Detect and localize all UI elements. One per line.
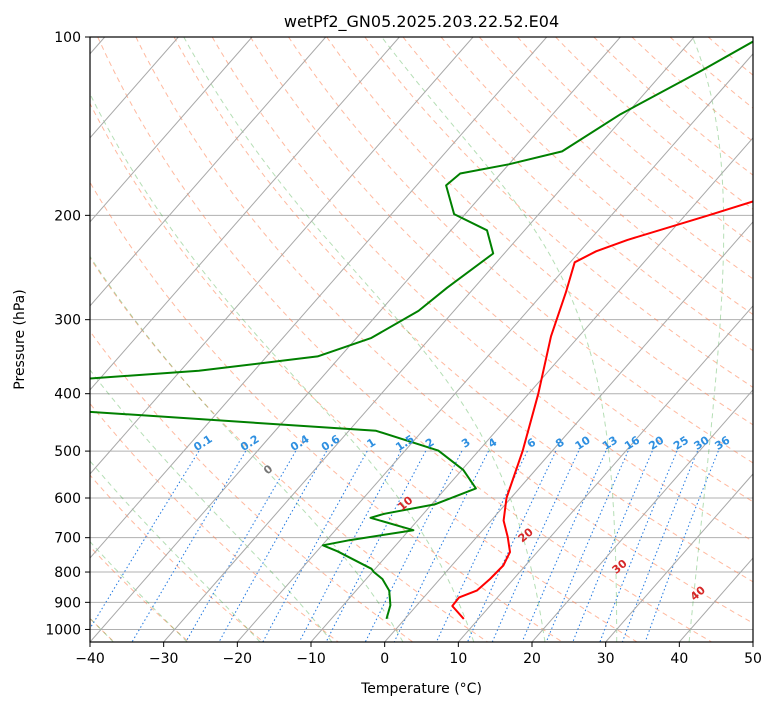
y-axis-ticks: 100 200 300 400 500 600 700 800 900 1000 xyxy=(45,30,90,638)
mixing-ratio-line xyxy=(262,450,368,642)
dry-adiabat-line xyxy=(90,102,638,642)
x-tick-label: 10 xyxy=(449,651,467,667)
x-tick-label: −30 xyxy=(149,651,179,667)
x-tick-label: 30 xyxy=(597,651,615,667)
y-tick-label: 700 xyxy=(54,531,81,547)
mixing-ratio-line xyxy=(185,450,297,642)
mixing-ratio-line xyxy=(90,450,200,630)
moist-adiabat-line xyxy=(90,369,333,642)
dry-adiabats xyxy=(90,37,753,642)
y-tick-label: 1000 xyxy=(45,622,81,638)
x-axis-label: Temperature (°C) xyxy=(360,681,482,697)
moist-adiabat-line xyxy=(381,37,618,642)
isotherms xyxy=(90,37,753,642)
x-tick-label: −10 xyxy=(296,651,326,667)
y-tick-label: 400 xyxy=(54,387,81,403)
y-tick-label: 600 xyxy=(54,491,81,507)
isotherm-line xyxy=(90,37,474,475)
dry-adiabat-line xyxy=(555,37,753,210)
isotherm-line xyxy=(531,389,753,642)
y-tick-label: 500 xyxy=(54,444,81,460)
dry-adiabat-line xyxy=(440,37,753,316)
isotherm-line xyxy=(163,37,695,642)
pressure-gridlines xyxy=(90,37,753,630)
moist-adiabat-line xyxy=(90,460,261,642)
dewpoint-profile-line xyxy=(90,40,753,620)
dry-adiabat-line xyxy=(249,37,753,503)
mixing-ratio-line xyxy=(218,450,328,642)
dry-adiabat-line xyxy=(90,474,264,642)
dry-adiabat-line xyxy=(90,256,488,642)
dry-adiabat-line xyxy=(631,37,753,143)
chart-title: wetPf2_GN05.2025.203.22.52.E04 xyxy=(284,12,559,32)
isotherm-line xyxy=(384,221,753,642)
isotherm-line xyxy=(90,37,253,223)
isotherm-line xyxy=(310,137,753,642)
y-tick-label: 300 xyxy=(54,313,81,329)
dry-adiabat-line xyxy=(517,37,753,245)
x-tick-label: 50 xyxy=(744,651,762,667)
mixing-ratio-line xyxy=(521,450,607,642)
x-axis-ticks: −40 −30 −20 −10 0 10 20 30 40 50 xyxy=(75,642,762,667)
temperature-profile-line xyxy=(451,200,753,620)
mixing-ratio-line xyxy=(572,450,653,642)
isotherm-line xyxy=(90,37,548,559)
mixing-ratio-line xyxy=(491,450,580,642)
dry-adiabat-line xyxy=(326,37,753,426)
y-tick-label: 200 xyxy=(54,208,81,224)
mixing-ratio-line xyxy=(435,450,528,642)
isotherm-line xyxy=(605,473,753,642)
isotherm-line xyxy=(90,37,621,642)
y-axis-label: Pressure (hPa) xyxy=(12,289,28,389)
isotherm-line xyxy=(90,37,400,391)
x-tick-label: 0 xyxy=(380,651,389,667)
isotherm-line xyxy=(457,305,753,642)
plot-frame xyxy=(89,36,754,643)
x-tick-label: −20 xyxy=(223,651,253,667)
dry-adiabat-line xyxy=(97,37,712,642)
dry-adiabat-line xyxy=(135,37,753,624)
y-tick-label: 100 xyxy=(54,30,81,46)
dry-adiabat-line xyxy=(173,37,753,583)
dry-adiabat-line xyxy=(90,181,563,642)
mixing-ratio-line xyxy=(325,450,427,642)
isotherm-line xyxy=(236,53,753,642)
x-tick-label: −40 xyxy=(75,651,105,667)
dry-adiabat-line xyxy=(402,37,753,352)
profile-lines xyxy=(90,40,753,620)
mixing-ratio-line xyxy=(131,450,247,642)
isotherm-line xyxy=(90,37,327,307)
dry-adiabat-line xyxy=(288,37,753,464)
moist-adiabat-line xyxy=(90,255,404,642)
y-tick-label: 800 xyxy=(54,565,81,581)
y-tick-label: 900 xyxy=(54,595,81,611)
x-tick-label: 40 xyxy=(670,651,688,667)
x-tick-label: 20 xyxy=(523,651,541,667)
moist-adiabat-line xyxy=(688,37,725,642)
mixing-ratio-lines xyxy=(90,450,719,642)
mixing-ratio-line xyxy=(298,450,402,642)
